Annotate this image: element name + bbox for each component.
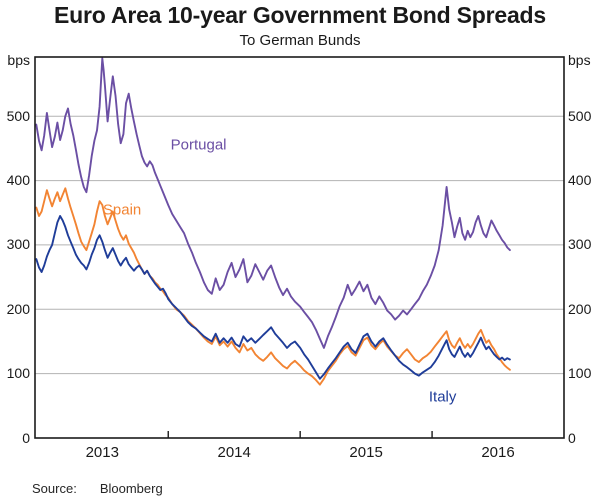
y-tick-label-right-100: 100 xyxy=(568,365,592,382)
y-tick-label-left-100: 100 xyxy=(6,365,30,382)
source-value: Bloomberg xyxy=(99,481,163,496)
series-line-italy xyxy=(35,215,511,380)
source-label: Source: xyxy=(32,481,77,496)
y-tick-label-left-400: 400 xyxy=(6,172,30,189)
y-tick-label-left-200: 200 xyxy=(6,300,30,317)
x-tick-label-2013: 2013 xyxy=(85,444,119,461)
x-tick-label-2016: 2016 xyxy=(481,444,515,461)
series-line-portugal xyxy=(35,57,511,349)
chart-subtitle: To German Bunds xyxy=(239,32,361,49)
x-tick-label-2014: 2014 xyxy=(217,444,251,461)
series-label-italy: Italy xyxy=(428,388,457,406)
y-unit-label-right: bps xyxy=(568,52,591,68)
chart-title: Euro Area 10-year Government Bond Spread… xyxy=(54,2,546,28)
y-tick-label-right-400: 400 xyxy=(568,172,592,189)
source-note: Source: Bloomberg xyxy=(32,481,163,496)
y-tick-label-right-200: 200 xyxy=(568,300,592,317)
series-line-spain xyxy=(35,187,511,386)
y-tick-label-left-300: 300 xyxy=(6,236,30,253)
y-tick-label-left-0: 0 xyxy=(22,429,30,446)
y-tick-label-right-300: 300 xyxy=(568,236,592,253)
series-label-portugal: Portugal xyxy=(170,136,227,154)
plot-border xyxy=(34,56,565,439)
y-tick-label-right-0: 0 xyxy=(568,429,576,446)
y-tick-label-left-500: 500 xyxy=(6,107,30,124)
series-label-spain: Spain xyxy=(102,201,142,219)
x-tick-label-2015: 2015 xyxy=(349,444,383,461)
y-unit-label-left: bps xyxy=(7,52,30,68)
y-tick-label-right-500: 500 xyxy=(568,107,592,124)
